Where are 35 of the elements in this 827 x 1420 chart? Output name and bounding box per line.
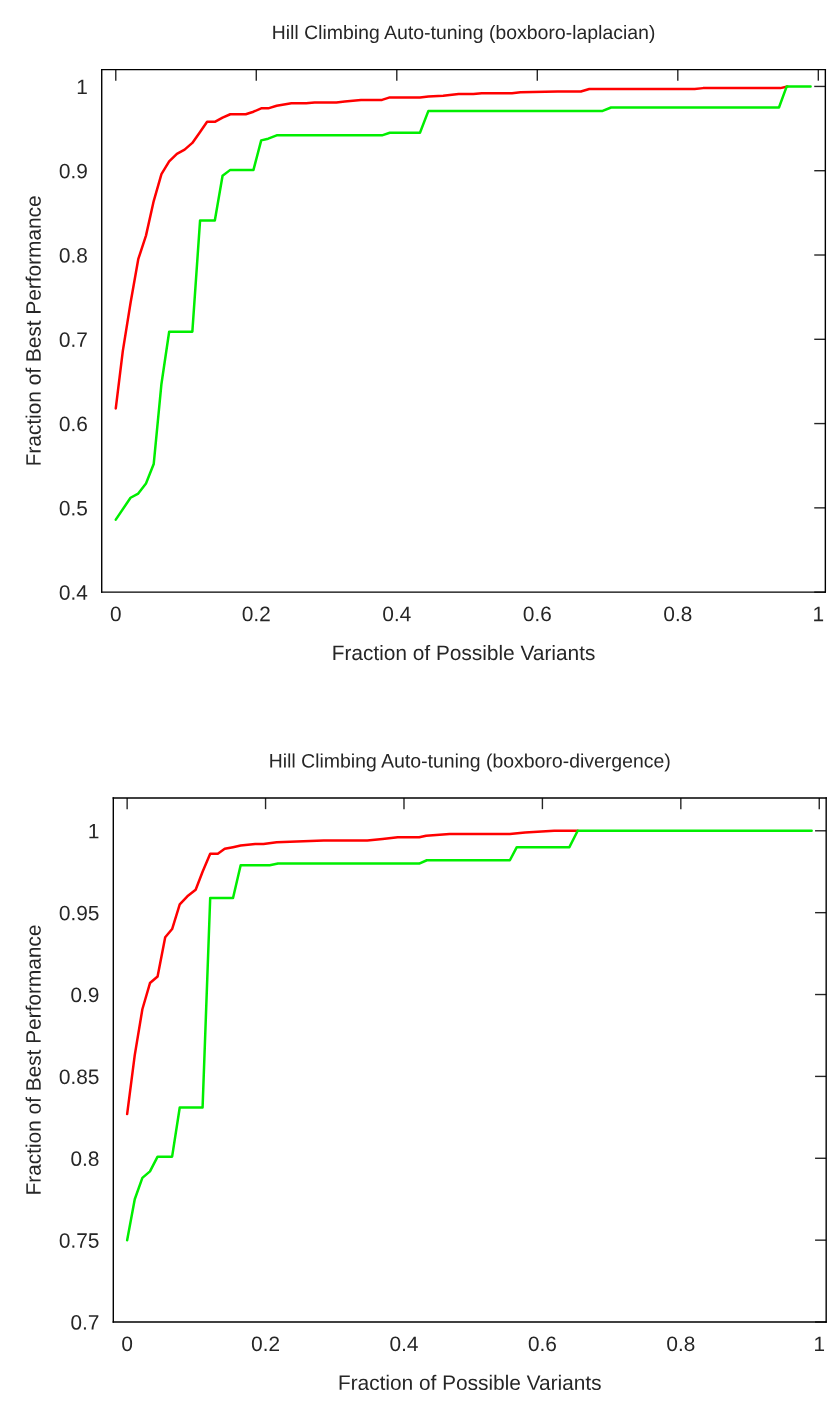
x-tick-label: 0 <box>122 1336 133 1352</box>
y-tick-label: 0.8 <box>71 1151 99 1167</box>
y-tick-label: 1 <box>89 824 99 839</box>
line-series <box>125 829 579 1116</box>
x-axis-title: Fraction of Possible Variants <box>333 644 595 661</box>
x-tick-label: 0 <box>110 606 121 622</box>
chart-title: Hill Climbing Auto-tuning (boxboro-laplacian) <box>273 24 655 44</box>
x-axis-title: Fraction of Possible Variants <box>339 1374 601 1391</box>
x-tick-label: 0.2 <box>242 606 270 622</box>
y-tick-label: 0.5 <box>59 500 87 516</box>
y-tick-label: 0.8 <box>59 248 87 263</box>
x-tick-label: 0.8 <box>667 1336 695 1352</box>
y-tick-label: 0.95 <box>59 905 99 921</box>
x-tick-label: 1 <box>815 1336 825 1352</box>
x-tick-label: 0.6 <box>528 1336 556 1352</box>
y-tick-label: 0.7 <box>71 1315 99 1330</box>
y-tick-label: 0.9 <box>71 987 99 1003</box>
y-axis-title: Fraction of Best Performance <box>25 925 41 1194</box>
line-series <box>125 829 813 1242</box>
y-tick-label: 0.7 <box>59 332 87 348</box>
y-axis-title: Fraction of Best Performance <box>25 196 41 465</box>
y-tick-label: 1 <box>77 79 87 94</box>
chart-title: Hill Climbing Auto-tuning (boxboro-divergence) <box>270 753 670 772</box>
y-tick-label: 0.85 <box>59 1069 99 1085</box>
y-tick-label: 0.75 <box>59 1233 99 1248</box>
x-tick-label: 0.8 <box>664 606 692 622</box>
line-series <box>114 85 812 521</box>
x-tick-label: 0.4 <box>383 606 411 622</box>
y-tick-label: 0.6 <box>59 416 87 432</box>
x-tick-label: 0.6 <box>523 606 551 622</box>
y-tick-label: 0.9 <box>59 163 87 179</box>
y-tick-label: 0.4 <box>59 585 88 600</box>
x-tick-label: 1 <box>814 606 824 622</box>
x-tick-label: 0.2 <box>251 1336 279 1352</box>
x-tick-label: 0.4 <box>390 1336 418 1352</box>
